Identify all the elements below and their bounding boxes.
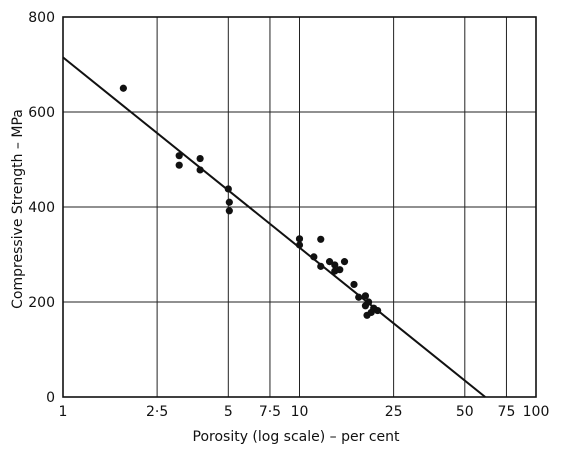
grid-lines xyxy=(62,16,537,398)
data-point xyxy=(224,185,232,193)
x-tick-label: 50 xyxy=(456,404,474,420)
x-axis-title: Porosity (log scale) – per cent xyxy=(193,429,401,445)
trend-line-group xyxy=(62,56,486,398)
plot-border xyxy=(62,16,537,398)
y-tick-label: 200 xyxy=(28,295,55,311)
x-tick-labels: 1 2·5 5 7·5 10 25 50 75 100 xyxy=(59,404,550,420)
data-point xyxy=(119,84,127,92)
x-tick-label: 100 xyxy=(523,404,550,420)
data-point xyxy=(295,241,304,249)
data-point xyxy=(350,280,358,289)
x-tick-label: 75 xyxy=(498,404,516,420)
x-tick-label: 5 xyxy=(224,404,233,420)
y-tick-label: 600 xyxy=(28,105,55,121)
y-tick-labels: 0 200 400 600 800 xyxy=(28,10,55,406)
data-point xyxy=(325,258,334,266)
y-tick-label: 0 xyxy=(46,390,55,406)
y-axis-title: Compressive Strength – MPa xyxy=(10,109,26,309)
data-point xyxy=(175,152,183,160)
data-point xyxy=(331,261,339,269)
data-points xyxy=(119,84,382,319)
plot-frame xyxy=(62,16,537,398)
data-point xyxy=(336,266,344,274)
trend-line xyxy=(62,56,486,398)
data-point xyxy=(361,292,370,300)
y-tick-label: 400 xyxy=(28,200,55,216)
data-point xyxy=(310,253,318,261)
y-tick-label: 800 xyxy=(28,10,55,26)
data-point xyxy=(365,298,373,306)
data-point xyxy=(225,207,233,215)
data-point xyxy=(225,198,233,206)
x-tick-label: 25 xyxy=(385,404,403,420)
data-point xyxy=(295,235,304,243)
x-tick-label: 1 xyxy=(59,404,68,420)
x-tick-label: 7·5 xyxy=(259,404,281,420)
data-point xyxy=(317,235,325,243)
data-point xyxy=(340,258,349,266)
data-point xyxy=(175,161,183,169)
data-point xyxy=(196,154,204,163)
data-point xyxy=(374,306,382,315)
data-point xyxy=(317,262,325,270)
data-point xyxy=(355,293,363,301)
x-tick-label: 10 xyxy=(291,404,309,420)
data-point xyxy=(196,166,204,174)
x-tick-label: 2·5 xyxy=(146,404,168,420)
